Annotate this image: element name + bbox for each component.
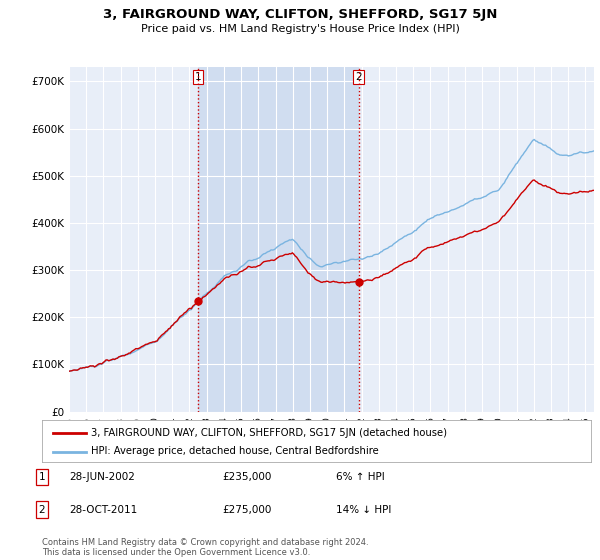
Text: 6% ↑ HPI: 6% ↑ HPI — [336, 472, 385, 482]
Text: 14% ↓ HPI: 14% ↓ HPI — [336, 505, 391, 515]
Bar — [198, 67, 359, 412]
Text: £275,000: £275,000 — [222, 505, 271, 515]
Text: 2: 2 — [38, 505, 46, 515]
Text: 1: 1 — [194, 72, 201, 82]
Text: 28-JUN-2002: 28-JUN-2002 — [69, 472, 135, 482]
Text: Price paid vs. HM Land Registry's House Price Index (HPI): Price paid vs. HM Land Registry's House … — [140, 24, 460, 34]
Text: 3, FAIRGROUND WAY, CLIFTON, SHEFFORD, SG17 5JN (detached house): 3, FAIRGROUND WAY, CLIFTON, SHEFFORD, SG… — [91, 428, 448, 437]
Text: 1: 1 — [38, 472, 46, 482]
Text: Contains HM Land Registry data © Crown copyright and database right 2024.
This d: Contains HM Land Registry data © Crown c… — [42, 538, 368, 557]
Text: 28-OCT-2011: 28-OCT-2011 — [69, 505, 137, 515]
Text: 3, FAIRGROUND WAY, CLIFTON, SHEFFORD, SG17 5JN: 3, FAIRGROUND WAY, CLIFTON, SHEFFORD, SG… — [103, 8, 497, 21]
Text: 2: 2 — [355, 72, 362, 82]
Text: £235,000: £235,000 — [222, 472, 271, 482]
Text: HPI: Average price, detached house, Central Bedfordshire: HPI: Average price, detached house, Cent… — [91, 446, 379, 456]
